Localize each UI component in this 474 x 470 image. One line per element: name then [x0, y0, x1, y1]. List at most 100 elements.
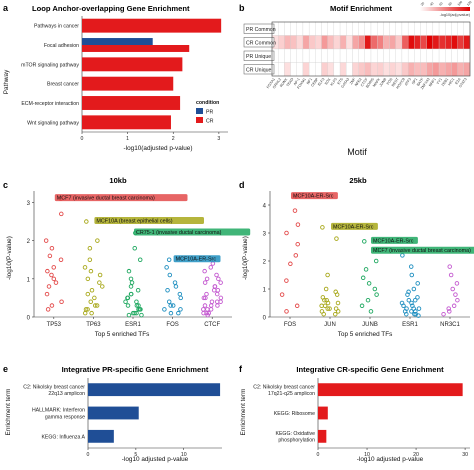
strip-point: [44, 291, 50, 297]
strip-category-label: ESR1: [402, 322, 418, 328]
strip-annotation-label: CR75-1 (invasive ductal carcinoma): [136, 230, 222, 236]
strip-annotation-box: [134, 228, 251, 236]
panel-b-cell: [296, 35, 304, 50]
panel-b-column-label: ZNF143: [420, 77, 431, 90]
strip-point: [201, 307, 206, 312]
panel-b-legend-tick: 100: [457, 0, 464, 7]
bar-category-label: C2: Nikolsky breast cancer 17q21-q25 ampl…: [253, 384, 315, 397]
panel-b-cell: [358, 62, 365, 77]
panel-a-title: Loop Anchor-overlapping Gene Enrichment: [32, 4, 190, 13]
panel-e-bar-chart: Integrative PR-specific Gene Enrichment …: [5, 365, 222, 463]
panel-b-cell: [407, 62, 415, 77]
bar-category-label-line: KEGG: Influenza A: [41, 434, 85, 440]
bar: [88, 383, 221, 397]
panel-a-bar-chart: Loop Anchor-overlapping Gene Enrichment …: [3, 4, 228, 152]
strip-point: [215, 303, 220, 308]
panel-b-row-label-box: [243, 37, 275, 48]
strip-point: [218, 280, 223, 285]
bar-category-label: KEGG: Influenza A: [41, 434, 85, 440]
strip-annotation-box: [54, 194, 188, 202]
strip-annotation-box: [291, 192, 338, 200]
strip-point: [46, 284, 52, 289]
strip-point: [406, 297, 412, 303]
panel-b-row-label: PR Unique: [246, 54, 271, 60]
strip-point: [448, 272, 454, 278]
bar-x-tick-label: 30: [462, 452, 468, 458]
strip-point: [218, 295, 224, 301]
panel-b-cell: [432, 48, 440, 63]
panel-b-cell: [370, 62, 378, 77]
strip-point: [87, 257, 93, 262]
panel-b-cell: [321, 48, 328, 63]
strip-point: [323, 286, 329, 292]
bar-category-label-line: C2: Nikolsky breast cancer: [23, 384, 85, 390]
legend-swatch-pr: [196, 108, 203, 114]
strip-point: [320, 225, 325, 230]
strip-y-tick-label: 2: [263, 260, 267, 266]
strip-point: [404, 311, 409, 317]
strip-point: [45, 307, 51, 312]
panel-b-column-label: STAT3: [458, 77, 467, 88]
panel-b-column-label: ELF3: [317, 77, 325, 86]
strip-point: [92, 303, 98, 308]
panel-b-cell: [302, 21, 310, 36]
panel-b-column-label: NF1: [306, 77, 313, 85]
panel-b-legend-tick: 20: [420, 1, 425, 6]
panel-b-cell: [389, 48, 396, 63]
panel-b-cell: [426, 48, 434, 63]
strip-point: [202, 268, 207, 274]
strip-point: [441, 311, 446, 317]
panel-b-cell: [370, 48, 378, 63]
strip-point: [216, 276, 221, 282]
panel-b-row-label: PR Common: [246, 27, 276, 33]
strip-point: [129, 280, 135, 285]
panel-e-title: Integrative PR-specific Gene Enrichment: [62, 365, 209, 374]
panel-b-cell: [346, 62, 353, 77]
strip-point: [359, 303, 365, 309]
strip-point: [360, 275, 366, 281]
panel-b-cell: [278, 21, 285, 36]
panel-b-title: Motif Enrichment: [330, 4, 392, 13]
panel-b-cell: [333, 21, 341, 36]
bar: [88, 429, 114, 443]
strip-point: [205, 312, 210, 318]
panel-b-cell: [438, 35, 446, 50]
bar-category-label-line: KEGG: Ribosome: [274, 411, 315, 417]
panel-b-column-label: NFE2: [354, 77, 363, 87]
panel-b-cell: [432, 21, 440, 36]
panel-b-cell: [315, 35, 322, 50]
panel-e-ylabel: Enrichment term: [5, 389, 12, 436]
strip-point: [368, 309, 374, 314]
strip-point: [332, 311, 338, 317]
strip-point: [87, 246, 93, 251]
strip-y-tick-label: 2: [27, 239, 31, 245]
bar-category-label-line: HALLMARK: Interferon: [32, 408, 85, 414]
panel-b-cell: [352, 62, 359, 77]
panel-b-cell: [296, 21, 304, 36]
panel-b-cell: [315, 48, 322, 63]
bar: [318, 406, 328, 420]
panel-b-cell: [420, 48, 427, 63]
panel-b-cell: [432, 35, 440, 50]
panel-b-cell: [420, 62, 427, 77]
panel-b-cell: [395, 48, 403, 63]
panel-b-column-label: BATF: [416, 77, 425, 87]
strip-point: [204, 291, 209, 297]
strip-point: [409, 309, 414, 314]
strip-point: [166, 257, 172, 262]
panel-b-cell: [401, 21, 409, 36]
panel-b-cell: [389, 35, 396, 50]
panel-b-cell: [339, 21, 347, 36]
strip-point: [167, 272, 173, 278]
panel-b-cell: [395, 21, 403, 36]
panel-b-cell: [308, 35, 316, 50]
strip-point: [178, 307, 183, 312]
panel-label-c: c: [3, 180, 8, 190]
panel-b-column-label: FOS: [386, 77, 394, 86]
panel-b-row-label-box: [243, 23, 275, 34]
panel-b-legend-title: -log10(adj.pvalue): [440, 13, 471, 17]
panel-b-cell: [321, 21, 328, 36]
strip-point: [412, 297, 418, 303]
strip-point: [295, 241, 300, 247]
